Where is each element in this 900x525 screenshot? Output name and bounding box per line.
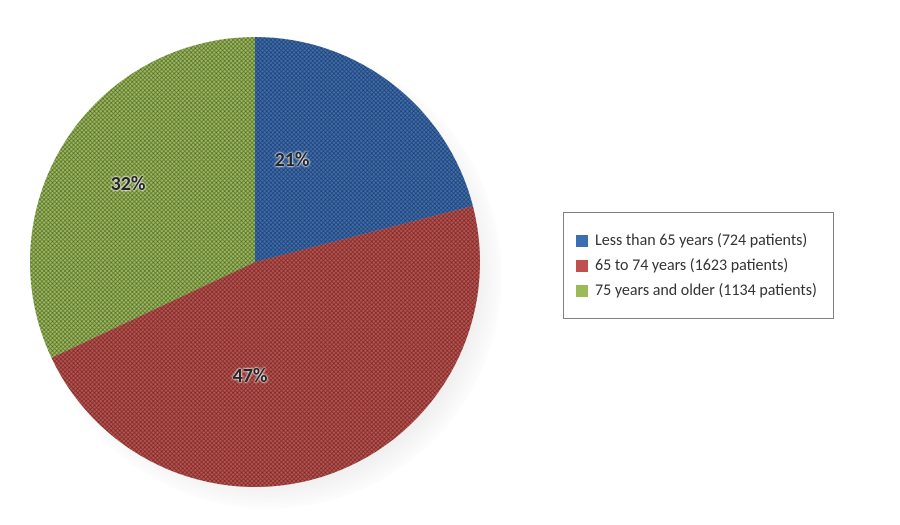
legend-marker-lt65 xyxy=(576,235,588,247)
legend-marker-gte75 xyxy=(576,285,588,297)
legend-item-65to74: 65 to 74 years (1623 patients) xyxy=(576,256,817,275)
legend-label-gte75: 75 years and older (1134 patients) xyxy=(595,281,817,300)
legend-label-65to74: 65 to 74 years (1623 patients) xyxy=(595,256,788,275)
legend-marker-65to74 xyxy=(576,260,588,272)
pie-chart-container: 21% 47% 32% Less than 65 years (724 pati… xyxy=(0,0,900,525)
legend-label-lt65: Less than 65 years (724 patients) xyxy=(595,231,807,250)
legend-item-gte75: 75 years and older (1134 patients) xyxy=(576,281,817,300)
legend-item-lt65: Less than 65 years (724 patients) xyxy=(576,231,817,250)
legend: Less than 65 years (724 patients) 65 to … xyxy=(563,212,834,319)
